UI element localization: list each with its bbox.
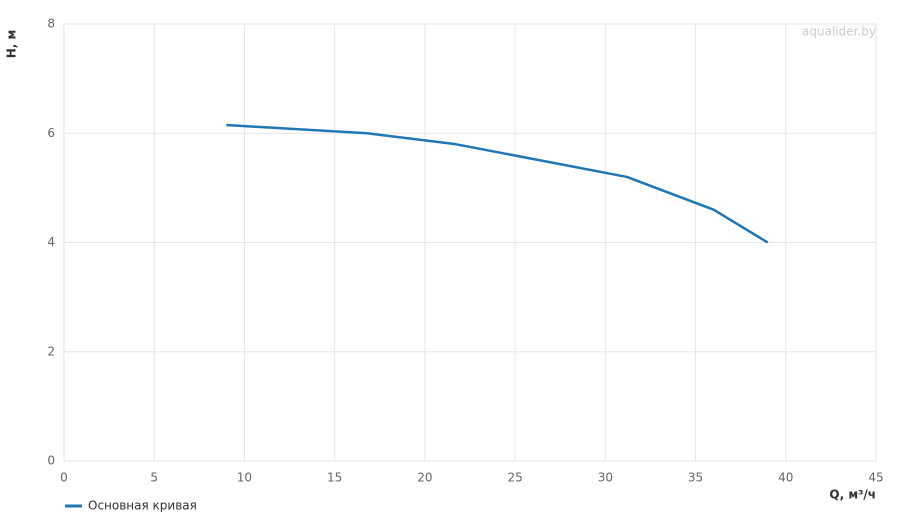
y-tick-label: 8 xyxy=(47,17,55,31)
y-tick-label: 2 xyxy=(47,344,55,358)
watermark: aqualider.by xyxy=(802,25,876,39)
y-tick-label: 0 xyxy=(47,454,55,468)
x-tick-label: 45 xyxy=(868,471,883,485)
y-axis-title: H, м xyxy=(5,30,19,59)
x-tick-label: 0 xyxy=(60,471,68,485)
data-line xyxy=(226,123,769,244)
x-tick-label: 5 xyxy=(150,471,158,485)
legend-label: Основная кривая xyxy=(88,499,197,513)
x-axis-title: Q, м³/ч xyxy=(829,488,876,502)
x-tick-label: 10 xyxy=(237,471,252,485)
y-tick-label: 6 xyxy=(47,126,55,140)
x-tick-label: 30 xyxy=(598,471,613,485)
x-tick-label: 35 xyxy=(688,471,703,485)
x-tick-label: 20 xyxy=(417,471,432,485)
x-tick-label: 15 xyxy=(327,471,342,485)
x-tick-label: 25 xyxy=(507,471,522,485)
y-tick-label: 4 xyxy=(47,235,55,249)
x-tick-label: 40 xyxy=(778,471,793,485)
